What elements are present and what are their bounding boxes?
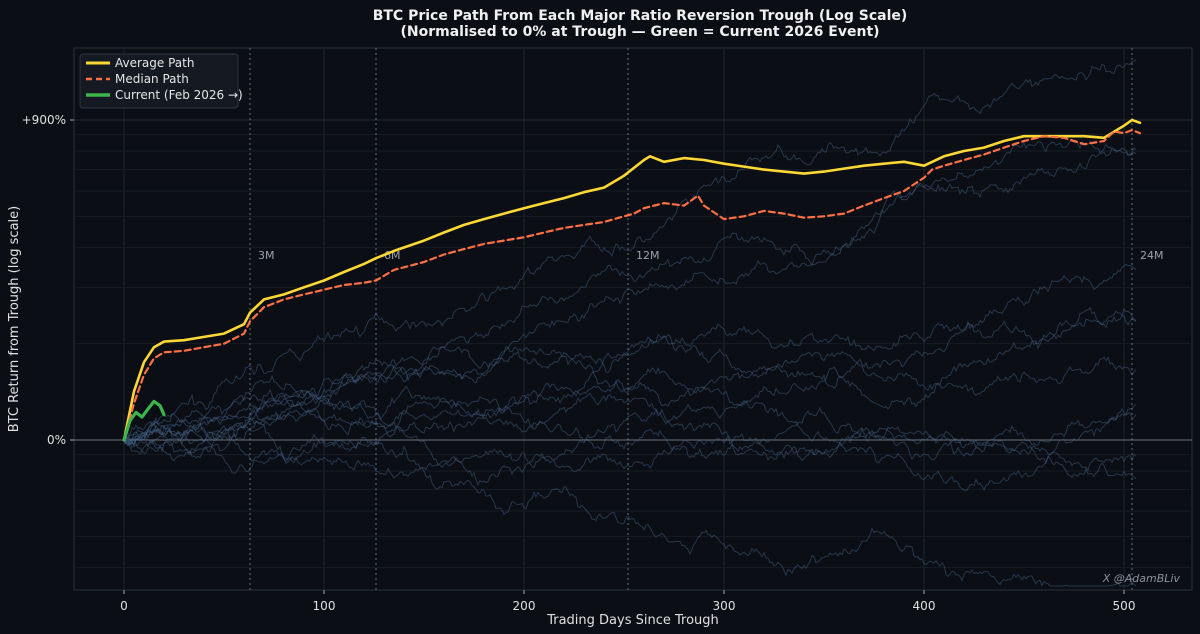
historical-path (123, 147, 1137, 456)
legend-box (79, 53, 239, 109)
x-tick-label: 200 (513, 599, 536, 613)
plot-area (73, 47, 1193, 591)
historical-path (123, 413, 1137, 587)
median-path-line (122, 129, 1142, 442)
chart-title-line1: BTC Price Path From Each Major Ratio Rev… (373, 8, 908, 24)
marker-label-12m: 12M (636, 249, 660, 262)
legend-label-median: Median Path (115, 72, 189, 86)
historical-paths (123, 59, 1137, 587)
historical-path (123, 139, 1137, 446)
historical-path (123, 406, 1137, 487)
legend: Average Path Median Path Current (Feb 20… (79, 53, 243, 109)
series-lines (122, 118, 1142, 442)
historical-path (123, 346, 1137, 440)
marker-label-3m: 3M (258, 249, 275, 262)
historical-path (123, 307, 1137, 443)
y-tick-label: 0% (47, 433, 66, 447)
period-markers: 3M 6M 12M 24M (249, 48, 1164, 590)
historical-path (123, 263, 1137, 452)
historical-path (123, 59, 1137, 441)
current-path-line (122, 399, 166, 442)
average-path-line (122, 118, 1142, 442)
x-tick-label: 100 (313, 599, 336, 613)
legend-label-average: Average Path (115, 56, 194, 70)
marker-label-24m: 24M (1140, 249, 1164, 262)
x-axis-label: Trading Days Since Trough (546, 613, 719, 628)
historical-path (123, 397, 1137, 492)
axes: 0 100 200 300 400 500 0% +900% (22, 113, 1136, 613)
y-axis-label: BTC Return from Trough (log scale) (7, 206, 22, 432)
x-tick-label: 400 (913, 599, 936, 613)
y-tick-label: +900% (22, 113, 66, 127)
watermark: X @AdamBLiv (1102, 572, 1181, 585)
historical-path (123, 366, 1137, 461)
x-tick-label: 500 (1113, 599, 1136, 613)
legend-label-current: Current (Feb 2026 →) (115, 88, 243, 102)
x-tick-label: 0 (120, 599, 128, 613)
historical-path (123, 306, 1136, 474)
x-tick-label: 300 (713, 599, 736, 613)
historical-path (123, 407, 1137, 466)
chart-title-line2: (Normalised to 0% at Trough — Green = Cu… (400, 24, 879, 40)
